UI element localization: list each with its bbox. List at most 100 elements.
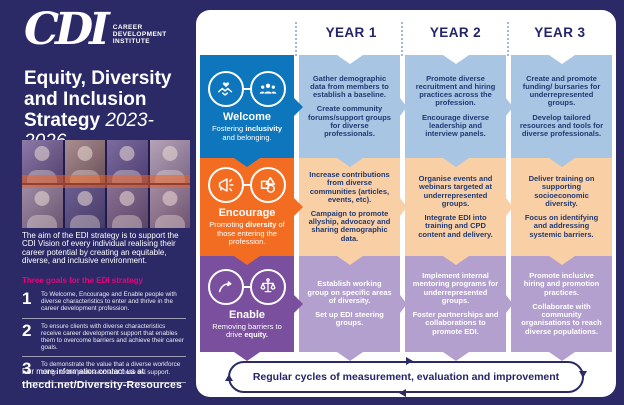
down-chevron (234, 256, 260, 265)
cell-text: Create community forums/support groups f… (308, 104, 391, 138)
down-chevron (442, 55, 469, 64)
cell-text: Integrate EDI into training and CPD cont… (418, 213, 493, 239)
row-subtitle: Promoting diversity of those entering th… (206, 221, 288, 247)
cell-enable-year2: Implement internal mentoring programs fo… (405, 256, 513, 361)
row-label-enable: Enable Removing barriers to drive equity… (200, 256, 303, 361)
down-chevron (336, 158, 363, 167)
row-subtitle-text: and belonging. (222, 132, 272, 142)
contact-label: For more information contact us at: (22, 367, 147, 376)
aim-statement: The aim of the EDI strategy is to suppor… (22, 231, 179, 266)
strategy-matrix-panel: YEAR 1 YEAR 2 YEAR 3 (196, 10, 616, 397)
cell-welcome-year3: Create and promote funding/ bursaries fo… (511, 55, 612, 158)
portrait-photo (22, 185, 63, 228)
cell-text: Implement internal mentoring programs fo… (412, 271, 499, 305)
right-chevron (506, 295, 513, 313)
row-subtitle-text: Fostering (211, 124, 246, 133)
cell-text: Organise events and webinars targeted at… (418, 174, 493, 208)
cell-text: Encourage diverse leadership and intervi… (421, 112, 490, 138)
down-chevron (336, 256, 363, 265)
goal-number: 3 (22, 359, 32, 379)
cell-text: Gather demographic data from members to … (310, 73, 389, 100)
right-chevron (506, 198, 513, 216)
right-chevron (400, 97, 407, 116)
icon-connector (244, 184, 250, 187)
cell-text: Campaign to promote allyship, advocacy a… (308, 209, 391, 243)
photo-collage (22, 140, 190, 228)
logo-org-line: CAREER (112, 24, 143, 31)
cell-text: Collaborate with community organisations… (521, 301, 602, 336)
cell-text: Promote diverse recruitment and hiring p… (415, 73, 496, 108)
cycle-arrow-left-icon (398, 389, 406, 397)
row-label-encourage: Encourage Promoting diversity of those e… (200, 158, 303, 256)
right-chevron (294, 295, 303, 313)
cell-text: Set up EDI steering groups. (315, 310, 384, 328)
portrait-photo (149, 185, 190, 228)
collage-orange-band (22, 175, 190, 189)
row-label-welcome: Welcome Fostering inclusivity and belong… (200, 55, 303, 158)
sidebar: CDI CAREER DEVELOPMENT INSTITUTE Equity,… (0, 0, 196, 405)
row-title: Enable (228, 308, 266, 321)
logo-org-line: INSTITUTE (112, 38, 150, 45)
year-header-row: YEAR 1 YEAR 2 YEAR 3 (299, 25, 612, 40)
cell-enable-year1: Establish working group on specific area… (299, 256, 407, 361)
year-2-header: YEAR 2 (429, 25, 482, 40)
cycle-arrow-up-icon (225, 373, 233, 381)
cycle-arrow-down-icon (579, 371, 587, 379)
row-subtitle-text: Removing barriers to drive (212, 321, 282, 339)
logo-org-line: DEVELOPMENT (112, 31, 167, 38)
portrait-photo (64, 185, 105, 228)
row-subtitle-text: of those entering the profession. (216, 220, 285, 247)
right-chevron (294, 198, 303, 216)
cell-text: Develop tailored resources and tools for… (519, 112, 604, 138)
goal-item: 3 To demonstrate the value that a divers… (22, 356, 186, 384)
cell-encourage-year1: Increase contributions from diverse comm… (299, 158, 407, 256)
year-3-header: YEAR 3 (534, 25, 586, 40)
goal-text: To ensure clients with diverse character… (41, 322, 184, 352)
title-line: Equity, Diversity (24, 68, 172, 89)
goals-heading: Three goals for the EDI strategy (22, 276, 143, 285)
goal-text: To demonstrate the value that a diverse … (41, 361, 181, 376)
scales-icon (250, 268, 286, 305)
cell-text: Deliver training on supporting socioecon… (528, 174, 595, 208)
portrait-photo (107, 185, 148, 228)
encourage-icons (208, 167, 286, 204)
right-chevron (506, 97, 513, 116)
down-chevron (442, 158, 469, 167)
down-chevron (548, 256, 575, 265)
down-chevron (336, 55, 363, 64)
down-chevron (234, 158, 260, 167)
down-chevron (548, 352, 575, 361)
cell-text: Foster partnerships and collaborations t… (412, 310, 499, 336)
megaphone-icon (208, 167, 244, 204)
goal-text: To Welcome, Encourage and Enable people … (41, 291, 177, 313)
cell-welcome-year2: Promote diverse recruitment and hiring p… (405, 55, 513, 158)
strategy-grid: Welcome Fostering inclusivity and belong… (200, 55, 612, 361)
cycle-banner-text: Regular cycles of measurement, evaluatio… (252, 371, 560, 383)
goal-item: 1 To Welcome, Encourage and Enable peopl… (22, 287, 186, 318)
cell-welcome-year1: Gather demographic data from members to … (299, 55, 407, 158)
row-subtitle-text: Promoting (209, 220, 246, 230)
row-subtitle: Removing barriers to drive equity. (206, 321, 288, 340)
icon-connector (244, 285, 250, 288)
cycle-arrow-right-icon (406, 357, 413, 365)
down-chevron (548, 158, 575, 167)
down-chevron (234, 352, 260, 361)
cdi-logo-org-name: CAREER DEVELOPMENT INSTITUTE (113, 24, 167, 45)
right-chevron (400, 198, 407, 216)
year-1-header: YEAR 1 (325, 25, 377, 40)
contact-url-link[interactable]: thecdi.net/Diversity-Resources (22, 379, 183, 391)
enable-icons (208, 268, 286, 305)
row-subtitle: Fostering inclusivity and belonging. (206, 124, 288, 142)
dotted-divider (295, 22, 297, 56)
goal-number: 1 (22, 289, 32, 308)
goal-item: 2 To ensure clients with diverse charact… (22, 317, 186, 357)
cell-text: Create and promote funding/ bursaries fo… (522, 73, 601, 108)
down-chevron (336, 352, 363, 361)
cdi-logo: CDI CAREER DEVELOPMENT INSTITUTE (24, 6, 167, 54)
contact-block: For more information contact us at: thec… (22, 367, 198, 391)
dotted-divider (401, 22, 403, 56)
welcome-icons (208, 71, 286, 107)
row-subtitle-bold: diversity (245, 220, 277, 230)
row-subtitle-bold: equity. (244, 330, 268, 339)
